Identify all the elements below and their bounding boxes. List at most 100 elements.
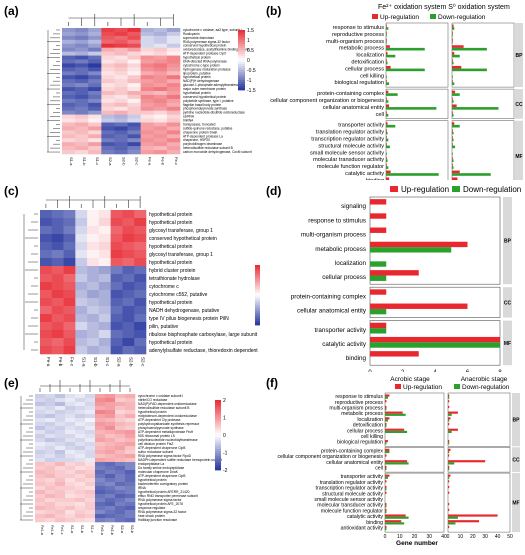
col-label-e: Fe1-c xyxy=(60,525,64,535)
heat-cell-e xyxy=(125,494,136,499)
col-label-e: S1-a xyxy=(70,525,74,534)
heat-cell-a xyxy=(75,126,89,131)
heat-cell-c xyxy=(75,290,88,299)
heat-cell-e xyxy=(75,434,86,439)
heat-cell-a xyxy=(127,75,141,80)
heat-cell-a xyxy=(140,130,155,135)
heat-cell-e xyxy=(125,430,136,435)
heat-cell-e xyxy=(35,478,46,483)
category-label-f-a: localization xyxy=(357,417,383,423)
heat-cell-c xyxy=(87,218,100,227)
bar-down-f-a xyxy=(385,488,387,491)
heat-cell-a xyxy=(101,94,115,100)
heat-cell-e xyxy=(75,514,86,519)
heat-cell-c xyxy=(134,274,147,283)
bar-down-b-s xyxy=(452,27,455,30)
colorbar-step-e xyxy=(215,467,221,471)
bar-up-b-fe xyxy=(386,38,387,41)
heat-cell-e xyxy=(35,462,46,467)
heat-cell-a xyxy=(62,67,76,72)
heat-cell-a xyxy=(140,71,155,76)
heat-cell-c xyxy=(63,258,76,267)
heat-cell-c xyxy=(51,338,64,347)
heat-cell-e xyxy=(105,394,116,399)
heat-cell-a xyxy=(127,102,141,108)
heat-cell-e xyxy=(45,422,56,427)
row-label-a: polyketide synthase, type I, putative xyxy=(183,99,234,103)
row-label-c: hypothetical protein xyxy=(149,260,193,266)
bar-up-f-a xyxy=(385,465,387,469)
heat-cell-e xyxy=(35,518,46,523)
heat-cell-e xyxy=(65,434,76,439)
row-label-e: cell division protein FtsZ xyxy=(138,442,173,446)
heat-cell-e xyxy=(35,402,46,407)
colorbar-step-a xyxy=(238,88,245,91)
legend-label-down-b: Down-regulation xyxy=(438,14,486,21)
heat-cell-e xyxy=(35,450,46,455)
heat-cell-c xyxy=(51,218,64,227)
heat-cell-e xyxy=(45,410,56,415)
heat-cell-e xyxy=(65,410,76,415)
heat-cell-a xyxy=(101,134,115,139)
bar-up-f-n xyxy=(448,428,458,431)
heat-cell-c xyxy=(98,330,111,339)
heat-cell-a xyxy=(140,98,155,104)
heat-cell-e xyxy=(35,506,46,511)
heat-cell-e xyxy=(95,446,106,451)
heat-cell-e xyxy=(55,402,66,407)
heat-cell-e xyxy=(95,482,106,487)
heat-cell-e xyxy=(125,418,136,423)
heat-cell-c xyxy=(51,298,64,307)
row-label-e: ATP-dependent chaperone ClpB xyxy=(138,446,186,450)
colorbar-step-c xyxy=(255,291,260,294)
heat-cell-a xyxy=(153,43,168,48)
heat-cell-e xyxy=(105,426,116,431)
bar-down-b-fe xyxy=(386,145,390,149)
heat-cell-a xyxy=(62,83,76,88)
heat-cell-e xyxy=(75,450,86,455)
category-label-f-a: cell xyxy=(375,466,383,472)
bar-down-b-fe xyxy=(386,166,389,169)
category-label-d: cellular process xyxy=(322,274,366,281)
heat-cell-a xyxy=(140,35,155,41)
bar-up-b-s xyxy=(452,97,453,101)
bar-up-b-fe xyxy=(386,163,387,167)
heat-cell-c xyxy=(63,274,76,283)
heat-cell-e xyxy=(115,434,126,439)
group-frame-d xyxy=(369,196,501,285)
heat-cell-e xyxy=(65,418,76,423)
heat-cell-e xyxy=(115,482,126,487)
heat-cell-c xyxy=(87,226,100,235)
heat-cell-e xyxy=(125,434,136,439)
heat-cell-e xyxy=(105,398,116,403)
heat-cell-a xyxy=(62,94,76,100)
heat-cell-c xyxy=(110,210,123,219)
category-label-d: cellular anatomical entity xyxy=(297,308,367,315)
heat-cell-a xyxy=(75,35,89,41)
heat-cell-e xyxy=(55,490,66,495)
category-label-b-fe: cellular process xyxy=(345,66,384,72)
heat-cell-c xyxy=(122,210,135,219)
heat-cell-e xyxy=(95,518,106,523)
heat-cell-a xyxy=(153,130,168,135)
heat-cell-a xyxy=(153,31,168,37)
bar-up-b-fe xyxy=(386,59,387,62)
bar-up-b-s xyxy=(452,170,460,174)
heat-cell-a xyxy=(88,79,102,84)
bar-up-f-a xyxy=(385,428,405,431)
heat-cell-e xyxy=(85,450,96,455)
heat-cell-a xyxy=(166,94,181,100)
bar-down-b-s xyxy=(452,68,487,72)
heat-cell-a xyxy=(166,150,181,155)
heat-cell-e xyxy=(95,478,106,483)
heat-cell-e xyxy=(95,422,106,427)
heat-cell-a xyxy=(153,83,168,88)
heat-cell-e xyxy=(35,434,46,439)
heat-cell-a xyxy=(140,150,155,155)
heat-cell-e xyxy=(105,478,116,483)
heat-cell-a xyxy=(127,83,141,88)
heat-cell-c xyxy=(63,242,76,251)
heat-cell-a xyxy=(114,150,128,155)
heat-cell-a xyxy=(62,39,76,45)
bar-down-b-s xyxy=(452,40,453,44)
